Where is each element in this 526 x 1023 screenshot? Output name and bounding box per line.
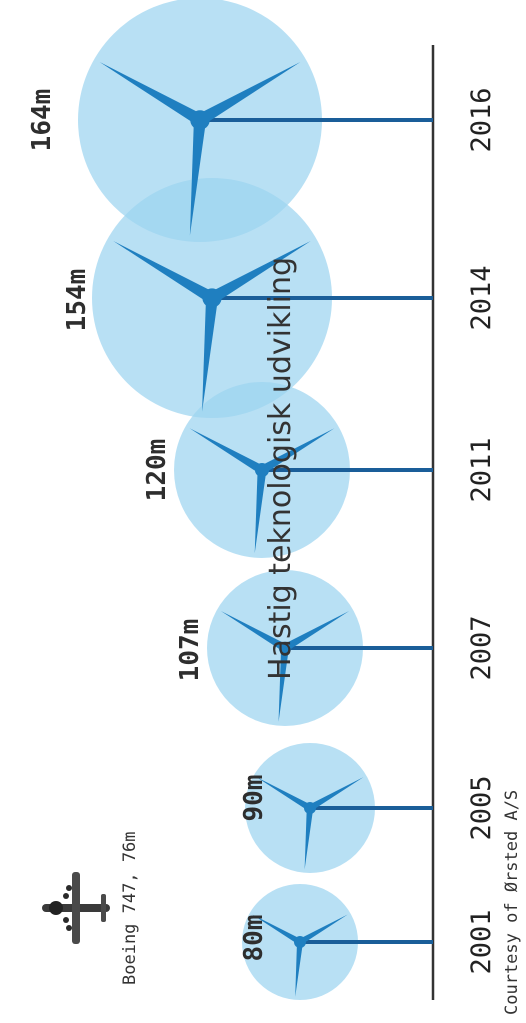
wind-turbine-icon: 90m 2005 (239, 775, 497, 870)
year-label: 2011 (466, 437, 497, 502)
turbine-blade (278, 647, 289, 722)
diameter-label: 107m (175, 619, 205, 682)
turbine-blade (209, 241, 311, 304)
turbine-hub (254, 462, 270, 478)
diameter-label: 164m (27, 89, 57, 152)
wind-turbine-icon: 107m 2007 (175, 610, 497, 722)
turbine-blade (254, 469, 267, 554)
turbine-blade (220, 610, 287, 652)
credit-text: Courtesy of Ørsted A/S (502, 790, 522, 1015)
year-label: 2016 (466, 87, 497, 152)
turbine-blade (298, 914, 348, 945)
turbine-blade (308, 777, 364, 811)
turbine-blade (196, 62, 301, 126)
turbine-hub (190, 110, 210, 130)
wind-turbine-icon: 120m 2011 (142, 428, 497, 554)
turbine-blade (304, 807, 314, 870)
turbine-blade (252, 914, 302, 945)
reference-label: Boeing 747, 76m (120, 831, 140, 985)
turbine-blade (202, 297, 218, 412)
turbine-list: 80m 2001 90m 2005 107m 2007 120m 2011 154m 2014 16… (27, 0, 497, 1000)
diameter-label: 120m (142, 439, 172, 502)
diameter-label: 154m (62, 269, 92, 332)
year-label: 2001 (466, 909, 497, 974)
turbine-hub (294, 936, 306, 948)
wind-turbine-icon: 80m 2001 (239, 909, 497, 997)
turbine-blade (189, 428, 265, 474)
wind-turbine-icon: 164m 2016 (27, 62, 497, 236)
turbine-blade (113, 241, 215, 304)
airplane-icon (42, 872, 110, 944)
diameter-label: 80m (239, 915, 269, 962)
turbine-blade (256, 777, 312, 811)
year-label: 2014 (466, 265, 497, 330)
turbine-hub (202, 288, 222, 308)
turbine-blade (295, 941, 303, 997)
turbine-hub (304, 802, 316, 814)
turbine-blade (259, 428, 335, 474)
diameter-label: 90m (239, 775, 269, 822)
diagram-title: Hastig teknologisk udvikling (263, 257, 298, 680)
turbine-blade (189, 119, 207, 236)
wind-turbine-icon: 154m 2014 (62, 241, 497, 412)
year-label: 2007 (466, 615, 497, 680)
turbine-blade (99, 62, 204, 126)
turbine-hub (278, 641, 292, 655)
year-label: 2005 (466, 775, 497, 840)
turbine-blade (283, 610, 350, 652)
